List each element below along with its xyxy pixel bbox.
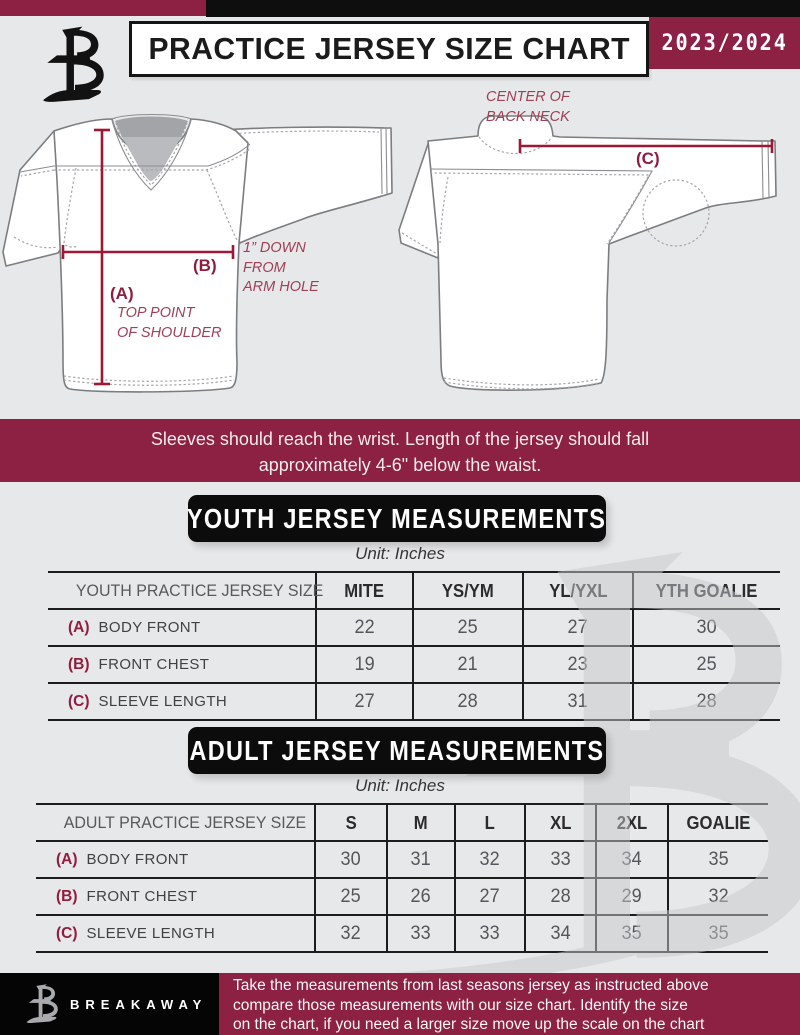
table-row: (A) BODY FRONT 22 25 27 30: [48, 608, 780, 647]
top-maroon-strip: [0, 0, 206, 16]
breakaway-logo-footer: [26, 984, 58, 1024]
adult-section-banner: ADULT JERSEY MEASUREMENTS: [188, 727, 606, 774]
label-c: (C): [636, 149, 660, 168]
measure-line-a: [94, 128, 110, 386]
label-b: (B): [193, 256, 217, 275]
page-title: PRACTICE JERSEY SIZE CHART: [148, 31, 630, 66]
front-jersey-illustration: [2, 113, 393, 393]
table-row: (A) BODY FRONT 30 31 32 33 34 35: [36, 840, 768, 879]
footer-instructions: Take the measurements from last seasons …: [219, 973, 800, 1035]
table-row: (B) FRONT CHEST 19 21 23 25: [48, 645, 780, 684]
breakaway-logo: [43, 26, 104, 102]
label-a-note: TOP POINT OF SHOULDER: [117, 305, 222, 341]
footer-brand-bar: BREAKAWAY: [0, 973, 219, 1035]
adult-unit-label: Unit: Inches: [355, 776, 445, 795]
season-label: 2023/2024: [661, 30, 788, 56]
jersey-diagrams: .ol{fill:#ffffff;stroke:#7b7d80;stroke-w…: [2, 113, 777, 393]
youth-section-banner: YOUTH JERSEY MEASUREMENTS: [187, 495, 606, 542]
table-row: (C) SLEEVE LENGTH 27 28 31 28: [48, 682, 780, 721]
measure-line-b: [61, 245, 235, 259]
season-box: 2023/2024: [649, 17, 800, 69]
measure-line-c: [518, 139, 774, 153]
adult-header-row: ADULT PRACTICE JERSEY SIZE S M L XL 2XL …: [36, 803, 768, 842]
adult-size-table: ADULT PRACTICE JERSEY SIZE S M L XL 2XL …: [36, 803, 768, 953]
youth-size-table: YOUTH PRACTICE JERSEY SIZE MITE YS/YM YL…: [48, 571, 780, 721]
label-c-note: CENTER OF BACK NECK: [486, 89, 570, 125]
brand-name: BREAKAWAY: [70, 996, 208, 1012]
youth-header-row: YOUTH PRACTICE JERSEY SIZE MITE YS/YM YL…: [48, 571, 780, 610]
youth-unit-label: Unit: Inches: [355, 544, 445, 563]
top-black-strip: [206, 0, 800, 17]
label-a: (A): [110, 284, 134, 303]
table-row: (B) FRONT CHEST 25 26 27 28 29 32: [36, 877, 768, 916]
label-b-note: 1” DOWN FROM ARM HOLE: [243, 240, 319, 295]
table-row: (C) SLEEVE LENGTH 32 33 33 34 35 35: [36, 914, 768, 953]
back-jersey-illustration: [398, 115, 777, 391]
fit-notice-banner: Sleeves should reach the wrist. Length o…: [0, 419, 800, 482]
page-title-box: PRACTICE JERSEY SIZE CHART: [129, 21, 649, 77]
